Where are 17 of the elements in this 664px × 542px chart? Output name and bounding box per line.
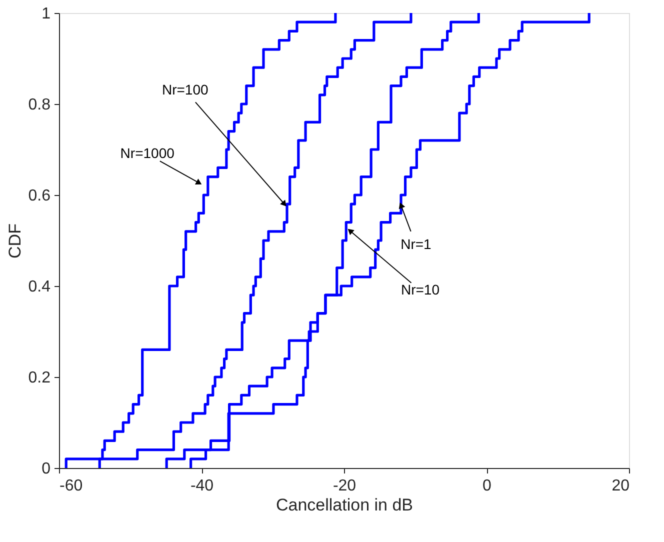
x-tick-label: 20 [612,478,630,494]
y-tick-label: 0.4 [28,278,51,296]
y-axis-title: CDF [5,224,24,258]
y-tick-label: 1 [42,6,51,22]
annotation: Nr=100 [162,81,208,98]
x-tick-label: -40 [190,478,214,494]
x-tick-label: -60 [60,478,83,494]
annotation: Nr=1 [400,236,432,252]
x-axis-title: Cancellation in dB [276,496,414,514]
y-tick-label: 0.8 [28,96,51,114]
x-tick-label: 0 [482,478,492,494]
x-tick-label: -20 [332,478,356,494]
y-tick-label: 0.6 [28,188,51,204]
y-tick-label: 0.2 [28,370,51,386]
annotation: Nr=10 [400,282,440,298]
annotation: Nr=1000 [120,145,175,162]
y-tick-label: 0 [42,460,51,478]
